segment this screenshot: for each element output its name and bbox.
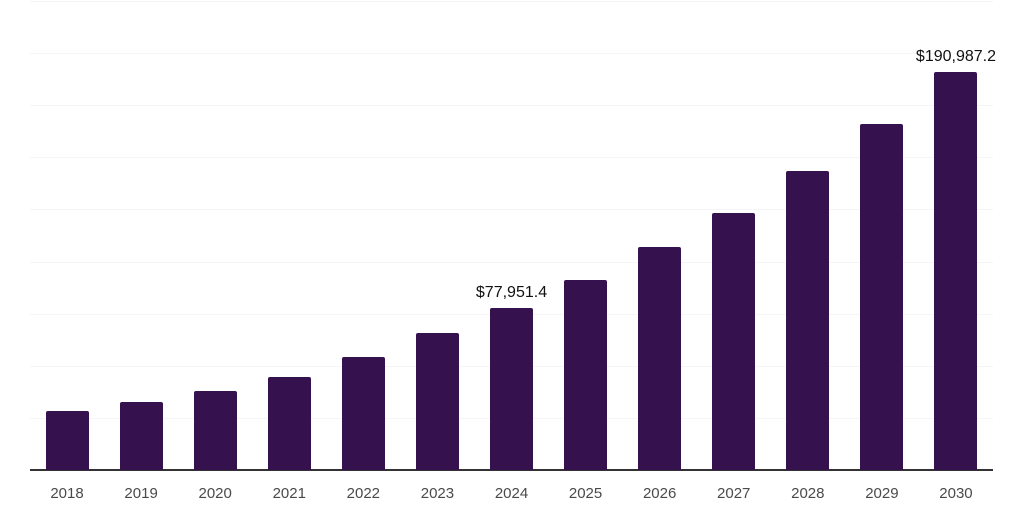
bar-value-label-2024: $77,951.4 (475, 283, 548, 301)
gridline (30, 53, 993, 55)
gridline (30, 157, 993, 159)
x-tick-label-2029: 2029 (865, 485, 899, 502)
bar-2028[interactable] (786, 171, 830, 470)
gridline (30, 209, 993, 211)
gridline (30, 261, 993, 263)
x-tick-label-2018: 2018 (50, 485, 84, 502)
x-tick-label-2027: 2027 (717, 485, 751, 502)
bar-2023[interactable] (415, 332, 459, 470)
x-axis-line (30, 469, 993, 471)
bar-2021[interactable] (267, 376, 311, 470)
bar-value-label-2030: $190,987.2 (915, 47, 996, 65)
x-tick-label-2021: 2021 (272, 485, 306, 502)
gridline (30, 1, 993, 2)
x-tick-label-2020: 2020 (198, 485, 232, 502)
bar-2018[interactable] (45, 410, 89, 470)
gridline (30, 105, 993, 107)
x-tick-label-2022: 2022 (346, 485, 381, 502)
bar-2024[interactable] (490, 307, 533, 470)
bar-2025[interactable] (564, 279, 608, 470)
bar-2030[interactable] (934, 71, 978, 470)
bar-2022[interactable] (341, 356, 385, 470)
x-tick-label-2024: 2024 (494, 485, 529, 502)
x-tick-label-2025: 2025 (568, 485, 603, 502)
bar-2019[interactable] (119, 402, 163, 470)
x-tick-label-2030: 2030 (939, 485, 973, 502)
x-tick-label-2028: 2028 (791, 485, 825, 502)
bar-2026[interactable] (638, 247, 682, 470)
x-tick-label-2026: 2026 (642, 485, 677, 502)
x-tick-label-2019: 2019 (124, 485, 158, 502)
bar-2027[interactable] (712, 212, 756, 470)
x-tick-label-2023: 2023 (420, 485, 455, 502)
bar-2029[interactable] (860, 123, 904, 470)
bar-2020[interactable] (193, 390, 237, 470)
